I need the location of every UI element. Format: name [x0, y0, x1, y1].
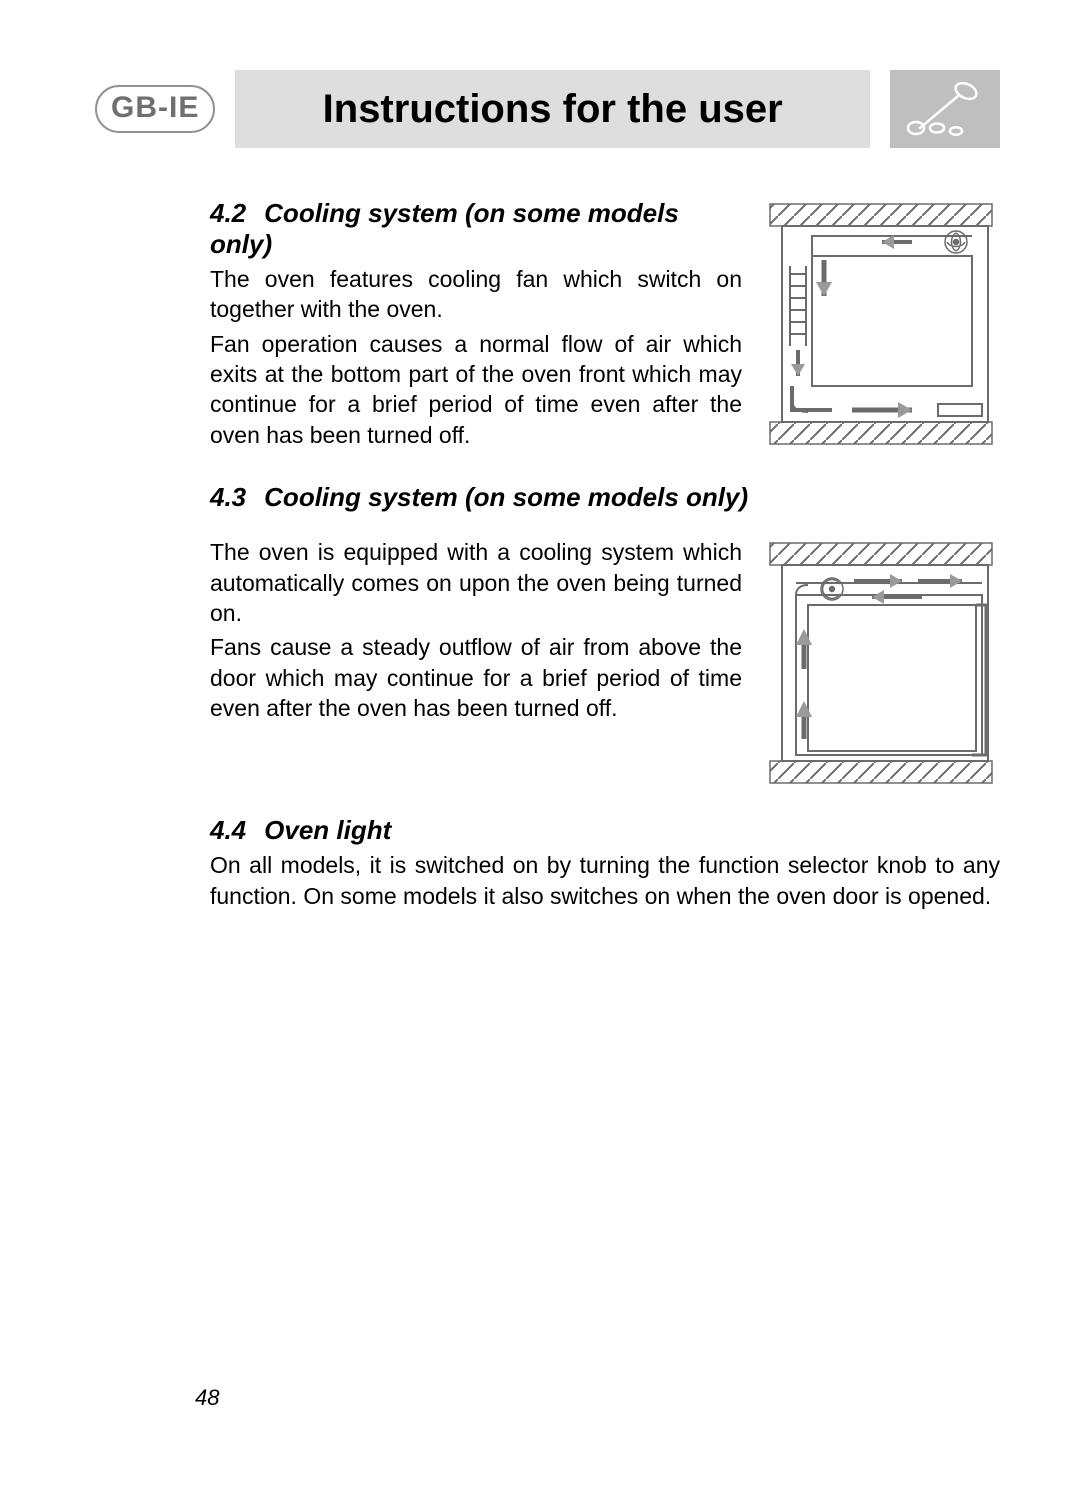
- section-4-2-title: Cooling system (on some models only): [210, 198, 679, 259]
- diagram-4-2: [762, 200, 1000, 446]
- section-4-4-para-1: On all models, it is switched on by turn…: [210, 850, 1000, 911]
- section-4-3: 4.3Cooling system (on some models only) …: [210, 482, 1000, 785]
- arrow-right-top2-icon: [918, 574, 962, 588]
- section-4-2-number: 4.2: [210, 198, 246, 228]
- diagram-4-3: [762, 539, 1000, 785]
- content-area: 4.2Cooling system (on some models only) …: [210, 198, 1000, 911]
- section-4-4-heading: 4.4 Oven light: [210, 815, 1000, 846]
- section-4-3-heading: 4.3 Cooling system (on some models only): [210, 482, 1000, 513]
- arrow-left-icon: [882, 235, 912, 249]
- arrow-left-under-icon: [872, 590, 922, 604]
- page-number: 48: [195, 1385, 219, 1411]
- section-4-3-para-1: The oven is equipped with a cooling syst…: [210, 537, 742, 628]
- section-4-3-para-2: Fans cause a steady outflow of air from …: [210, 632, 742, 723]
- arrow-down-small-icon: [816, 260, 832, 296]
- section-4-2: 4.2Cooling system (on some models only) …: [210, 198, 1000, 454]
- section-4-2-para-1: The oven features cooling fan which swit…: [210, 264, 742, 325]
- page-title: Instructions for the user: [323, 87, 783, 132]
- arrow-right-icon: [852, 402, 912, 418]
- arrow-up-1-icon: [796, 629, 812, 669]
- arrow-up-2-icon: [796, 701, 812, 739]
- section-4-2-heading: 4.2Cooling system (on some models only): [210, 198, 742, 260]
- section-4-4: 4.4 Oven light On all models, it is switc…: [210, 815, 1000, 911]
- section-4-4-title: Oven light: [264, 815, 391, 845]
- arrow-down-icon: [791, 350, 805, 376]
- language-badge-text: GB-IE: [111, 91, 199, 124]
- language-badge: GB-IE: [95, 85, 215, 133]
- section-4-3-number: 4.3: [210, 482, 246, 512]
- section-4-3-title: Cooling system (on some models only): [264, 482, 748, 512]
- section-4-2-para-2: Fan operation causes a normal flow of ai…: [210, 329, 742, 450]
- title-bar: Instructions for the user: [235, 70, 870, 148]
- header-spoon-icon: [890, 70, 1000, 148]
- page-header: GB-IE Instructions for the user: [95, 70, 1000, 148]
- section-4-4-number: 4.4: [210, 815, 246, 845]
- arrow-right-top-icon: [854, 574, 902, 588]
